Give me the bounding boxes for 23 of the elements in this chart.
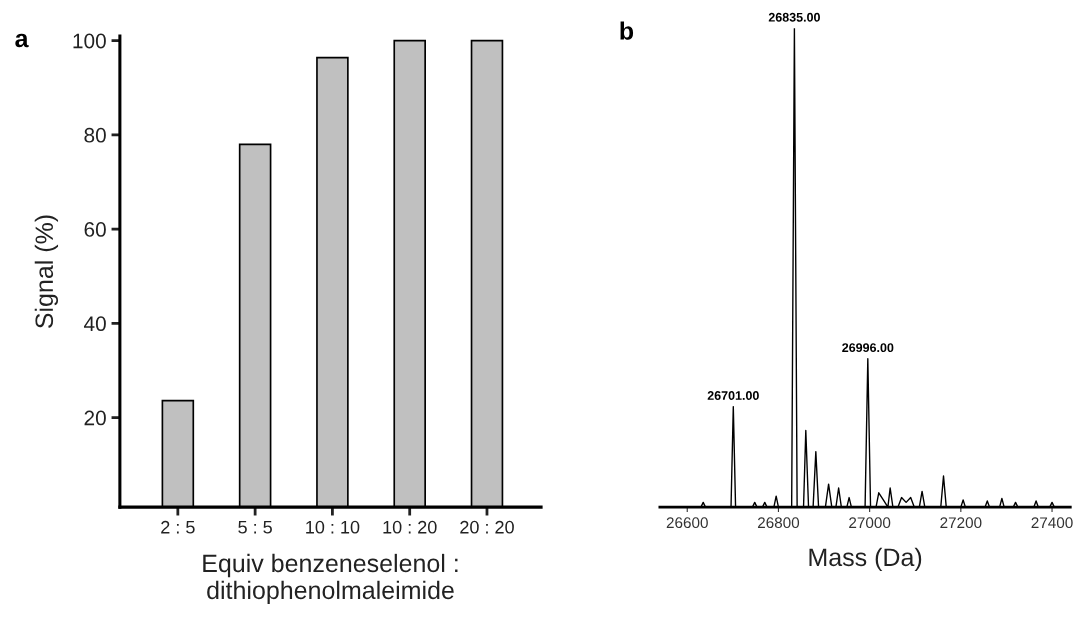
x-tick-label: 27000: [849, 517, 891, 529]
x-tick-label: 27200: [940, 517, 982, 529]
x-tick-label: 26600: [666, 517, 708, 529]
x-tick-label: 2 : 5: [161, 520, 195, 534]
x-tick-label: 5 : 5: [238, 521, 272, 534]
x-tick-label: 27400: [1031, 517, 1073, 529]
text: a: [15, 33, 29, 48]
y-tick-label: 100: [73, 33, 106, 49]
x-axis-title: Equiv benzeneselenol : dithiophenolmaleimide: [203, 553, 458, 605]
y-tick-label: 40: [83, 316, 106, 332]
y-axis-title: Signal (%): [34, 215, 59, 329]
y-tick-label: 20: [84, 410, 106, 426]
y-tick-label: 80: [84, 127, 106, 143]
x-tick-label: 10 : 20: [383, 520, 437, 534]
annotation: 26701.00: [707, 391, 759, 400]
x-axis-title: Mass (Da): [809, 547, 922, 572]
y-tick-label: 60: [84, 222, 106, 237]
x-tick-label: 26800: [757, 517, 800, 529]
text: b: [620, 21, 634, 40]
x-tick-label: 20 : 20: [460, 520, 514, 534]
annotation: 26996.00: [842, 343, 894, 353]
x-tick-label: 10 : 10: [306, 520, 360, 534]
annotation: 26835.00: [768, 12, 820, 22]
